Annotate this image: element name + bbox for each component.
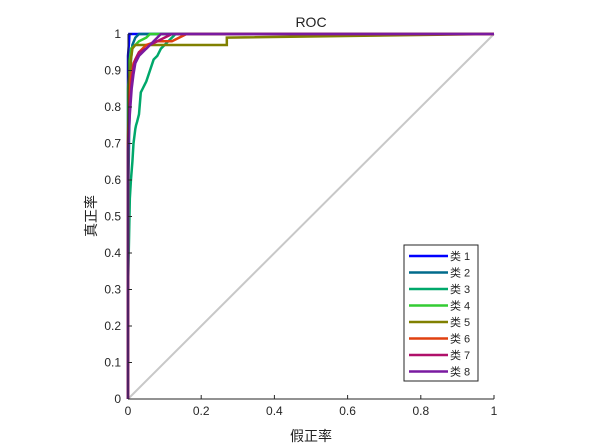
y-tick-label: 0 [114, 392, 121, 406]
legend-label-2: 类 2 [450, 266, 470, 280]
y-tick-label: 1 [114, 27, 121, 41]
y-tick-label: 0.4 [104, 246, 121, 260]
axes-layer: 0 0.2 0.4 0.6 0.8 1 0 0.1 0.2 0.3 0.4 0.5 0.6 0.7 0.8 0… [104, 27, 497, 418]
y-tick-label: 0.3 [104, 283, 121, 297]
y-tick-label: 0.1 [104, 356, 121, 370]
y-tick-label: 0.5 [104, 210, 121, 224]
x-tick-label: 0.2 [193, 404, 210, 418]
x-tick-label: 1 [491, 404, 498, 418]
legend-label-3: 类 3 [450, 282, 470, 296]
x-tick-label: 0.6 [339, 404, 356, 418]
y-tick-label: 0.8 [104, 100, 121, 114]
y-tick-label: 0.7 [104, 137, 121, 151]
x-tick-label: 0.4 [266, 404, 283, 418]
series-layer [126, 32, 495, 400]
roc-series-line-8 [126, 32, 494, 399]
legend-label-8: 类 8 [450, 365, 470, 379]
y-tick-label: 0.2 [104, 319, 121, 333]
x-axis-label: 假正率 [290, 428, 332, 445]
chart-title: ROC [295, 14, 326, 30]
legend-label-5: 类 5 [450, 315, 470, 329]
legend-label-7: 类 7 [450, 348, 470, 362]
legend-label-4: 类 4 [450, 299, 470, 313]
x-tick-label: 0 [125, 404, 132, 418]
legend-label-6: 类 6 [450, 332, 470, 346]
legend-box [403, 244, 479, 382]
x-tick-label: 0.8 [412, 404, 429, 418]
legend: 类 1 类 2 类 3 类 4 类 5 类 6 类 7 类 8 [403, 244, 479, 382]
legend-label-1: 类 1 [450, 249, 470, 263]
y-tick-label: 0.6 [104, 173, 121, 187]
y-tick-label: 0.9 [104, 64, 121, 78]
y-axis-label: 真正率 [83, 195, 100, 237]
diagonal-reference-line [127, 33, 495, 400]
